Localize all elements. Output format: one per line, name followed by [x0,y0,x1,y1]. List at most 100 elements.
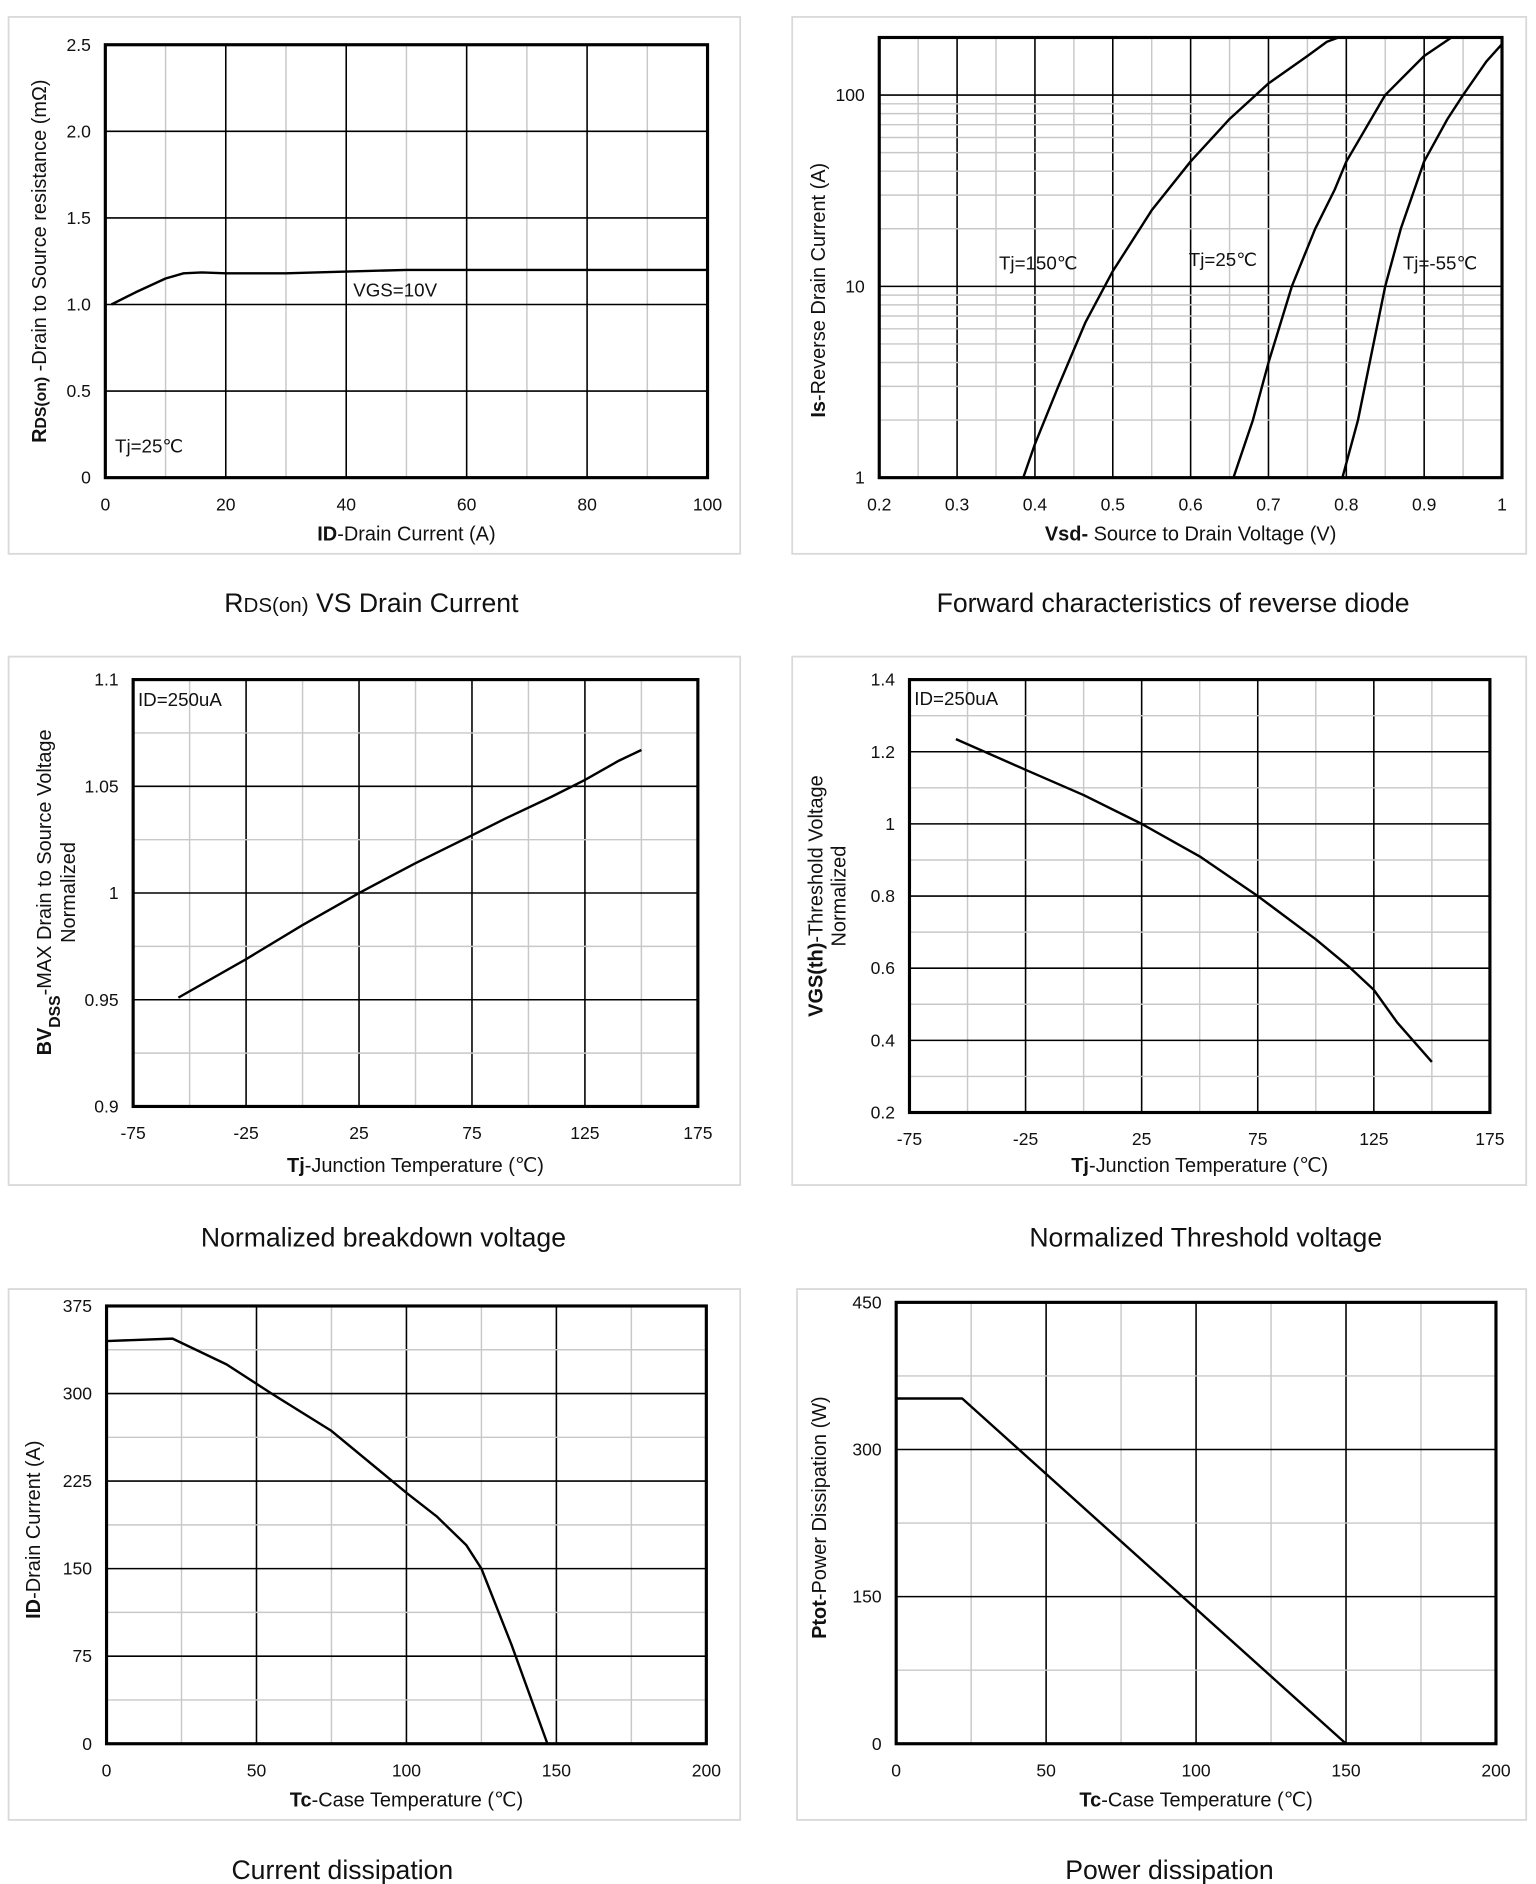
x-axis-label: Tc-Case Temperature (℃) [290,1790,523,1812]
x-tick-label: -25 [1013,1129,1038,1149]
y-tick-label: 150 [63,1559,92,1579]
x-tick-label: 0.9 [1412,494,1436,514]
x-tick-label: 0 [100,494,110,514]
label-segment: Ptot [809,1600,831,1639]
label-segment: Normalized [828,846,850,947]
x-tick-label: 175 [1475,1129,1504,1149]
label-segment: VGS(th) [805,943,827,1017]
chart-annotation: VGS=10V [353,279,437,300]
label-segment: Tc [1079,1790,1101,1812]
plot-frame [103,43,710,480]
label-segment: Tc [290,1790,312,1812]
x-tick-label: 0.3 [945,494,969,514]
x-tick-label: 1 [1497,494,1507,514]
x-axis-label: Tc-Case Temperature (℃) [1079,1790,1312,1812]
y-tick-label: 1.1 [94,670,118,690]
chart-2: 0.2 0.3 0.4 0.5 0.6 0.7 0.8 0.9 1 1 10 100 Vsd- Sour… [791,16,1528,618]
x-tick-label: 0.8 [1334,494,1358,514]
chart-title: Normalized Threshold voltage [1029,1223,1382,1253]
chart-panel [791,16,1528,555]
label-segment: Power dissipation [1065,1855,1273,1884]
x-tick-label: 0 [891,1760,901,1780]
chart-annotation: ID=250uA [138,689,222,710]
y-tick-label: 1 [855,468,865,488]
series-line-1 [1022,36,1347,479]
y-tick-label: 0.5 [66,381,90,401]
label-segment: Normalized [58,842,80,943]
chart-4: -75 -25 25 75 125 175 0.2 0.4 0.6 0.8 1 1.2 1.4 Tj-Ju… [791,655,1528,1253]
y-tick-label: 225 [63,1471,92,1491]
y-tick-label: 1.0 [66,295,91,315]
x-tick-label: -25 [233,1123,258,1143]
y-tick-label: 1 [885,814,895,834]
y-tick-label: 0.4 [871,1030,896,1050]
chart-panel [7,655,742,1186]
x-tick-label: -75 [120,1123,145,1143]
x-tick-label: 0.6 [1178,494,1202,514]
y-tick-label: 450 [852,1292,881,1312]
series-line-3 [1341,43,1503,478]
y-tick-label: 0 [82,1734,92,1754]
x-tick-label: 0.5 [1101,494,1125,514]
y-axis-label: Normalized [58,842,80,943]
label-segment: -Case Temperature (℃) [312,1790,524,1812]
chart-5: 0 50 100 150 200 0 75 150 225 300 375 Tc-Case Tempe… [7,1288,742,1884]
label-segment: ID [317,524,337,546]
y-axis-label: VGS(th)-Threshold Voltage [805,775,827,1017]
x-tick-label: 75 [1248,1129,1267,1149]
label-segment: Source to Drain Voltage (V) [1088,524,1336,546]
chart-annotation: Tj=150℃ [999,253,1078,274]
chart-panel [7,16,742,555]
label-segment: ID [23,1599,45,1619]
x-tick-label: 125 [570,1123,599,1143]
plot-frame [104,1304,708,1746]
x-tick-label: 200 [692,1760,721,1780]
label-segment: -Threshold Voltage [805,775,827,942]
x-tick-label: 150 [542,1760,571,1780]
chart-annotation: ID=250uA [914,688,998,709]
label-segment: DS(on) [243,594,308,617]
y-tick-label: 1 [109,883,119,903]
label-segment: -MAX Drain to Source Voltage [34,729,56,995]
plot-frame [877,35,1504,480]
y-tick-label: 0 [872,1734,882,1754]
x-tick-label: 175 [683,1123,712,1143]
x-axis-label: ID-Drain Current (A) [317,524,495,546]
label-segment: DSS [46,995,63,1027]
series-line-1 [110,268,708,306]
x-axis-label: Tj-Junction Temperature (℃) [1071,1155,1328,1177]
chart-3: -75 -25 25 75 125 175 0.9 0.95 1 1.05 1.1 Tj-Juncti… [7,655,742,1253]
chart-panel [7,1288,742,1821]
chart-6: 0 50 100 150 200 0 150 300 450 Tc-Case Temperatur… [796,1288,1528,1884]
y-tick-label: 1.4 [871,670,896,690]
x-tick-label: 0.7 [1256,494,1280,514]
x-tick-label: 0.2 [867,494,891,514]
x-tick-label: 20 [216,494,236,514]
chart-panel [791,655,1528,1186]
y-axis-label: Is-Reverse Drain Current (A) [808,163,830,418]
y-axis-label: RDS(on) -Drain to Source resistance (mΩ) [29,80,51,443]
chart-title: Current dissipation [231,1855,453,1884]
chart-annotation: Tj=25℃ [115,435,183,456]
x-tick-label: 100 [392,1760,421,1780]
label-segment: Normalized Threshold voltage [1029,1223,1382,1253]
y-tick-label: 75 [73,1646,92,1666]
y-tick-label: 2.0 [66,121,91,141]
chart-1: 0 20 40 60 80 100 0 0.5 1.0 1.5 2.0 2.5 ID-Drain Cur… [7,16,742,618]
x-tick-label: 25 [1132,1129,1151,1149]
y-axis-label: Normalized [828,846,850,947]
label-segment: -Junction Temperature (℃) [1089,1155,1328,1177]
y-axis-label: ID-Drain Current (A) [23,1441,45,1619]
y-tick-label: 0.8 [871,886,895,906]
label-segment: Vsd- [1045,524,1088,546]
x-tick-label: 150 [1331,1760,1360,1780]
plot-frame [907,678,1492,1115]
series-line-1 [955,737,1433,1063]
y-tick-label: 300 [852,1440,881,1460]
label-segment: -Reverse Drain Current (A) [808,163,830,401]
x-tick-label: 0 [102,1760,112,1780]
series-line-2 [1232,36,1453,479]
x-tick-label: 75 [462,1123,481,1143]
y-axis-label: BVDSS-MAX Drain to Source Voltage [34,729,64,1055]
y-tick-label: 10 [845,276,865,296]
